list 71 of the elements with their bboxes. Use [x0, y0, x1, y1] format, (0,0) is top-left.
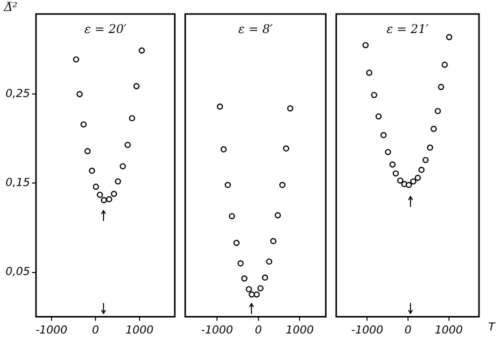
point	[446, 34, 452, 40]
point	[438, 84, 444, 90]
point	[442, 62, 448, 68]
point	[100, 197, 107, 204]
point	[257, 285, 264, 292]
point	[397, 177, 404, 184]
point	[406, 182, 412, 188]
point	[287, 105, 294, 112]
x-tick-label: 0	[92, 323, 99, 336]
point	[224, 182, 231, 188]
x-tick-label: -1000	[35, 323, 68, 336]
point	[233, 240, 240, 246]
point	[410, 178, 416, 185]
x-tick-label: 1000	[286, 323, 314, 336]
y-tick-label: 0,25	[6, 87, 30, 100]
point	[238, 260, 244, 266]
y-tick-label: 0,05	[6, 265, 30, 278]
point	[366, 70, 372, 76]
point	[220, 146, 227, 152]
point	[384, 148, 392, 156]
x-axis-title: T	[488, 320, 496, 334]
point	[128, 115, 136, 122]
point	[73, 56, 80, 63]
point	[380, 132, 387, 138]
point	[110, 190, 118, 197]
point	[254, 291, 260, 298]
point	[274, 212, 281, 218]
y-tick-label: 0,15	[6, 176, 30, 190]
point	[248, 291, 255, 298]
point	[246, 286, 252, 292]
point	[96, 192, 103, 198]
point	[430, 126, 437, 132]
point	[426, 144, 434, 151]
point	[228, 213, 236, 220]
point	[389, 161, 396, 168]
point	[362, 42, 369, 48]
x-tick-label: -1000	[351, 323, 384, 336]
point	[124, 142, 131, 148]
point	[266, 258, 272, 265]
point	[133, 83, 140, 90]
point	[279, 182, 286, 188]
point	[138, 47, 145, 54]
text: ε = 21′	[386, 22, 429, 36]
point	[80, 121, 87, 128]
point	[88, 168, 96, 174]
x-tick-label: 1000	[434, 323, 463, 336]
point	[76, 91, 83, 98]
x-tick-label: 0	[254, 323, 262, 336]
point	[84, 148, 91, 154]
x-tick-label: 0	[404, 323, 412, 336]
point	[120, 163, 126, 170]
point	[371, 92, 378, 98]
point	[241, 275, 248, 282]
point	[418, 166, 425, 173]
point	[92, 184, 100, 190]
point	[283, 145, 290, 152]
point	[270, 238, 276, 244]
point	[392, 170, 399, 177]
point	[422, 156, 429, 164]
point	[262, 274, 268, 281]
text: ε = 8′	[238, 22, 274, 36]
x-tick-label: -1000	[201, 323, 234, 336]
point	[114, 178, 122, 185]
point	[376, 113, 382, 120]
text: ε = 20′	[84, 22, 127, 36]
y-axis-title: Δ̅²	[3, 0, 18, 14]
point	[106, 196, 112, 202]
point	[414, 174, 421, 181]
point	[434, 108, 441, 114]
point	[216, 104, 224, 110]
x-tick-label: 1000	[126, 323, 154, 336]
